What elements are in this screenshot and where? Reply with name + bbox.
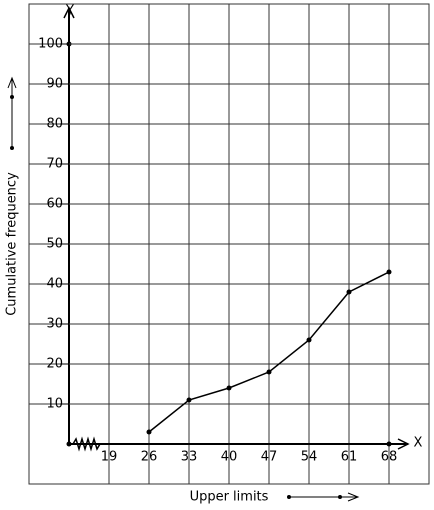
y-tick-label: 90 — [46, 77, 63, 92]
y-tick-label: 10 — [46, 397, 63, 412]
axis-break — [72, 436, 101, 452]
x-tick-label: 68 — [381, 450, 398, 465]
y-axis-name: Y — [65, 4, 74, 19]
point — [346, 289, 352, 295]
x-tick-label: 54 — [301, 450, 318, 465]
x-axis-arrow — [397, 438, 410, 450]
axis-dot — [386, 441, 392, 447]
y-tick-label: 30 — [46, 317, 63, 332]
point — [186, 397, 192, 403]
x-tick-label: 26 — [141, 450, 158, 465]
point — [226, 385, 232, 391]
y-tick-label: 80 — [46, 117, 63, 132]
point — [386, 269, 392, 275]
arrow-dot — [287, 495, 291, 499]
y-axis-label: Cumulative frequency — [5, 172, 20, 316]
arrow-dot — [10, 146, 14, 150]
y-tick-label: 100 — [38, 37, 63, 52]
y-tick-label: 40 — [46, 277, 63, 292]
x-tick-label: 61 — [341, 450, 358, 465]
y-tick-label: 50 — [46, 237, 63, 252]
point — [146, 429, 152, 435]
y-tick-label: 60 — [46, 197, 63, 212]
point — [266, 369, 272, 375]
direction-arrow-head — [347, 492, 360, 502]
x-tick-label: 19 — [101, 450, 118, 465]
x-axis-name: X — [414, 436, 423, 451]
direction-arrow-head — [7, 76, 17, 89]
x-tick-label: 40 — [221, 450, 238, 465]
arrow-dot — [10, 95, 14, 99]
y-axis-arrow — [63, 6, 75, 19]
origin-dot — [66, 441, 72, 447]
y-tick-label: 70 — [46, 157, 63, 172]
arrow-dot — [338, 495, 342, 499]
y-tick-label: 20 — [46, 357, 63, 372]
x-tick-label: 47 — [261, 450, 278, 465]
x-axis-label: Upper limits — [190, 490, 269, 505]
x-tick-label: 33 — [181, 450, 198, 465]
point — [306, 337, 312, 343]
